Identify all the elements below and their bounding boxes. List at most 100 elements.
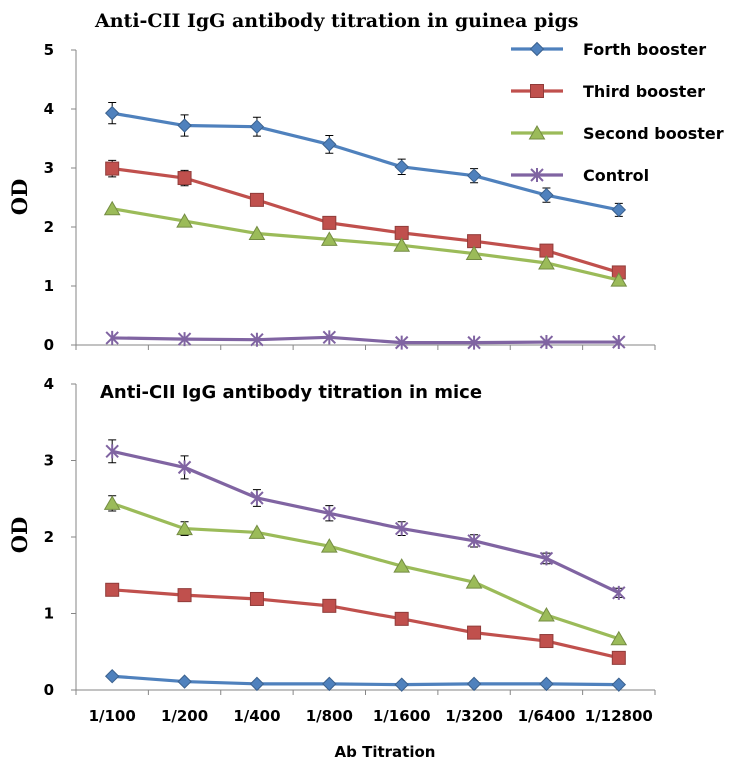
y-tick-label: 5 (44, 41, 54, 59)
x-axis-label: Ab Titration (335, 743, 436, 761)
data-point (466, 168, 482, 183)
series-line (112, 335, 619, 345)
y-axis-label: OD (7, 517, 32, 554)
y-tick-label: 2 (44, 218, 54, 236)
data-point (611, 202, 627, 218)
data-point (394, 611, 409, 626)
y-tick-label: 4 (44, 100, 54, 118)
data-point (465, 245, 483, 261)
data-point (177, 460, 192, 475)
data-point (250, 490, 264, 505)
data-point (249, 192, 264, 207)
x-tick-label: 1/100 (89, 707, 136, 725)
data-point (394, 677, 409, 692)
y-tick-label: 0 (44, 681, 54, 699)
y-tick-label: 1 (44, 605, 54, 623)
x-tick-label: 1/400 (233, 707, 280, 725)
data-point (250, 332, 264, 347)
y-tick-label: 1 (44, 277, 54, 295)
series-line (111, 111, 620, 212)
legend-item: Control (511, 166, 649, 185)
legend-item: Forth booster (511, 40, 706, 59)
y-tick-label: 3 (44, 452, 54, 470)
data-point (322, 215, 337, 230)
series-0 (105, 439, 626, 600)
series-3 (105, 330, 626, 350)
chart-title: Anti-CII IgG antibody titration in guine… (94, 10, 578, 32)
data-point (610, 272, 628, 287)
y-tick-label: 3 (44, 159, 54, 177)
data-point (103, 495, 121, 510)
x-tick-label: 1/3200 (445, 707, 503, 725)
series-1 (103, 495, 628, 646)
x-tick-label: 1/1600 (373, 707, 431, 725)
data-point (539, 187, 554, 203)
data-point (466, 676, 482, 692)
data-point (104, 669, 120, 684)
data-point (248, 524, 266, 539)
data-point (105, 582, 120, 597)
y-tick-label: 4 (44, 375, 54, 393)
legend-marker (529, 41, 545, 57)
legend-label: Forth booster (583, 40, 706, 59)
data-point (320, 231, 338, 246)
data-point (538, 254, 555, 270)
data-point (539, 335, 554, 350)
data-point (467, 533, 481, 548)
chart-mice: Anti-CII IgG antibody titration in mice … (7, 375, 656, 761)
series-2 (105, 582, 626, 665)
legend-label: Second booster (583, 124, 724, 143)
data-point (320, 538, 338, 553)
data-point (104, 105, 120, 121)
data-point (322, 598, 337, 613)
legend-item: Second booster (511, 124, 724, 143)
data-point (105, 330, 119, 345)
data-point (610, 630, 628, 646)
legend-marker (530, 168, 544, 182)
series-2 (103, 200, 628, 287)
x-tick-label: 1/12800 (585, 707, 653, 725)
series-line (111, 501, 620, 641)
data-point (322, 506, 337, 521)
y-tick-label: 2 (44, 528, 54, 546)
x-tick-label: 1/800 (306, 707, 353, 725)
data-point (322, 330, 337, 345)
y-tick-label: 0 (44, 336, 54, 354)
data-point (176, 213, 193, 228)
chart-guinea-pigs: Anti-CII IgG antibody titration in guine… (7, 10, 724, 354)
data-point (465, 574, 483, 589)
data-point (393, 237, 411, 252)
series-line (112, 674, 619, 687)
legend: Forth booster Third booster Second booster… (511, 40, 724, 185)
data-point (612, 335, 626, 350)
legend-marker (530, 84, 544, 98)
x-tick-label: 1/6400 (518, 707, 576, 725)
series-line (111, 167, 620, 274)
series-line (111, 207, 620, 282)
series-line (111, 449, 620, 595)
legend-item: Third booster (511, 82, 705, 101)
data-point (394, 335, 409, 350)
data-point (611, 650, 626, 665)
data-point (539, 551, 554, 566)
data-point (177, 332, 192, 347)
data-point (611, 677, 627, 692)
series-line (112, 588, 620, 660)
data-point (539, 634, 554, 649)
data-point (103, 200, 121, 216)
chart-title: Anti-CII IgG antibody titration in mice (100, 382, 482, 403)
x-tick-label: 1/200 (161, 707, 208, 725)
data-point (249, 119, 265, 134)
data-point (249, 676, 265, 692)
data-point (394, 159, 409, 175)
data-point (538, 607, 555, 622)
data-point (177, 674, 192, 689)
data-point (393, 558, 411, 573)
data-point (322, 676, 337, 692)
legend-label: Control (583, 166, 649, 185)
y-axis-label: OD (7, 179, 32, 216)
data-point (467, 335, 481, 350)
data-point (176, 520, 193, 536)
legend-marker (528, 124, 546, 140)
